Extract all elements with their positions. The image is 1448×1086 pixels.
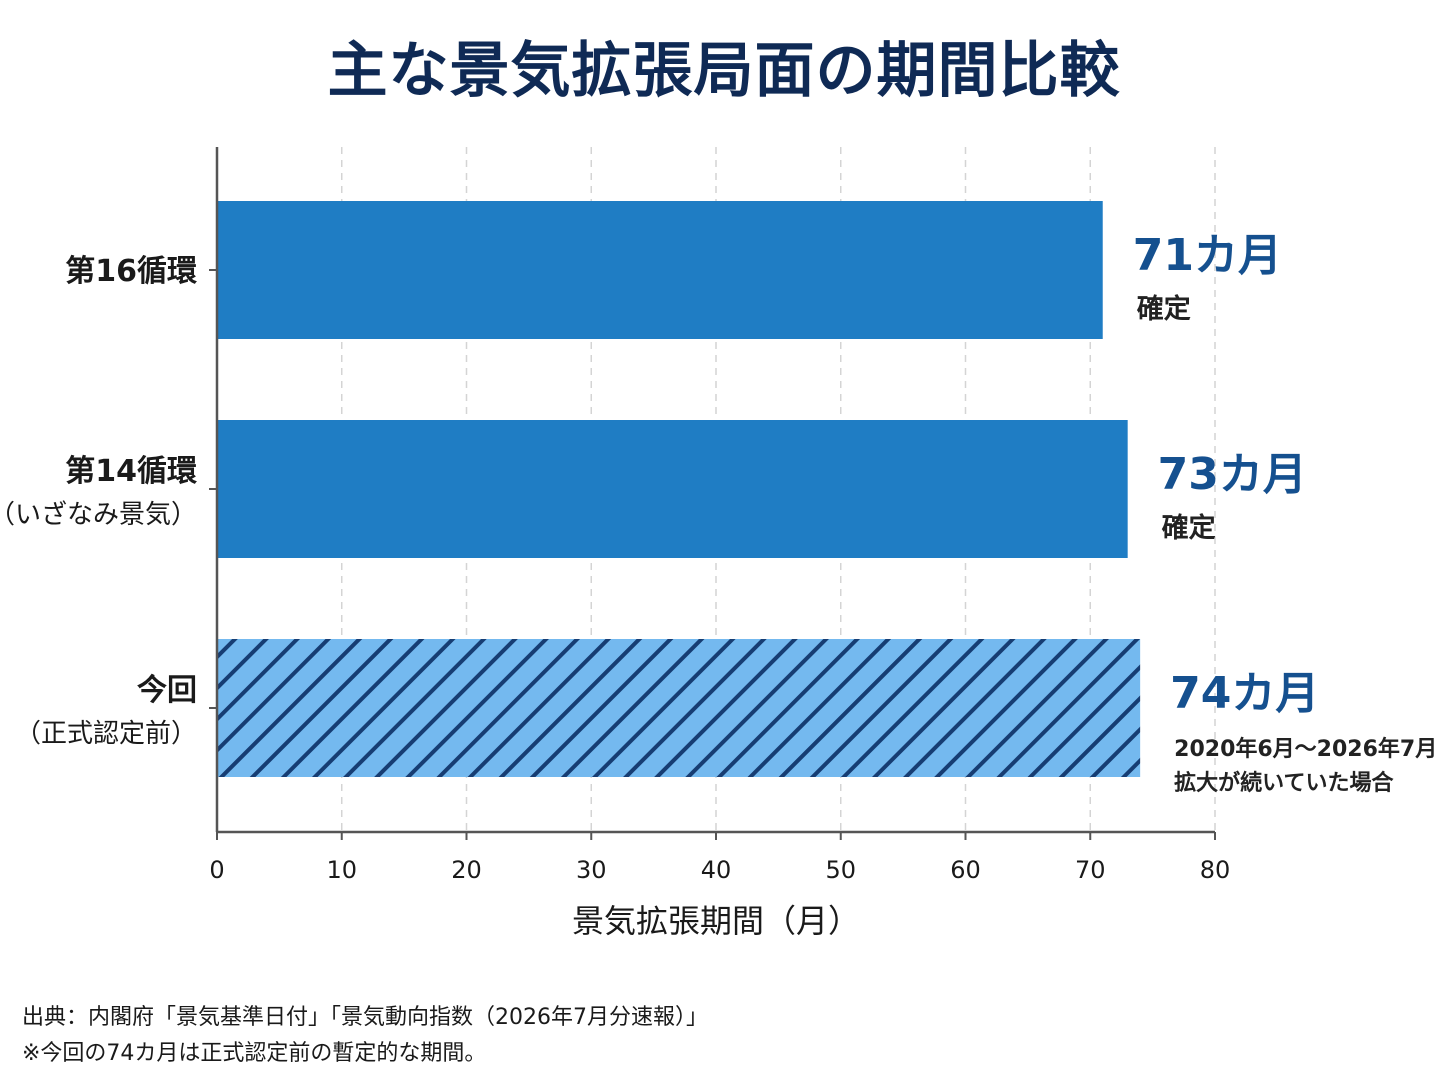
x-tick-label: 60 bbox=[950, 856, 981, 884]
bar-2 bbox=[217, 420, 1128, 558]
bar-note: 2020年6月～2026年7月 bbox=[1174, 736, 1437, 762]
footnote: ※今回の74カ月は正式認定前の暫定的な期間。 bbox=[22, 1041, 487, 1066]
category-label: （正式認定前） bbox=[15, 719, 197, 749]
bar-1 bbox=[217, 201, 1103, 339]
bar-3 bbox=[217, 639, 1141, 777]
value-label: 73カ月 bbox=[1158, 449, 1307, 500]
x-tick-label: 70 bbox=[1075, 856, 1106, 884]
category-label: （いざなみ景気） bbox=[0, 500, 197, 530]
x-tick-label: 10 bbox=[326, 856, 357, 884]
x-tick-label: 30 bbox=[576, 856, 607, 884]
chart-title: 主な景気拡張局面の期間比較 bbox=[327, 36, 1121, 106]
category-label: 第14循環 bbox=[65, 454, 198, 489]
value-label: 71カ月 bbox=[1133, 230, 1282, 281]
chart-footer: 出典：内閣府「景気基準日付」「景気動向指数（2026年7月分速報）」 ※今回の7… bbox=[22, 1000, 708, 1072]
value-label: 74カ月 bbox=[1170, 668, 1319, 719]
category-label: 第16循環 bbox=[65, 254, 198, 289]
bar-note: 確定 bbox=[1162, 512, 1216, 544]
x-tick-label: 80 bbox=[1200, 856, 1231, 884]
category-label: 今回 bbox=[137, 673, 197, 708]
x-tick-label: 40 bbox=[701, 856, 732, 884]
x-axis-title: 景気拡張期間（月） bbox=[572, 902, 860, 940]
x-tick-label: 20 bbox=[451, 856, 482, 884]
source-note: 出典：内閣府「景気基準日付」「景気動向指数（2026年7月分速報）」 bbox=[22, 1005, 708, 1030]
bar-note: 確定 bbox=[1137, 293, 1191, 325]
bar-note: 拡大が続いていた場合 bbox=[1174, 770, 1394, 796]
x-tick-label: 50 bbox=[825, 856, 856, 884]
x-tick-label: 0 bbox=[209, 856, 224, 884]
